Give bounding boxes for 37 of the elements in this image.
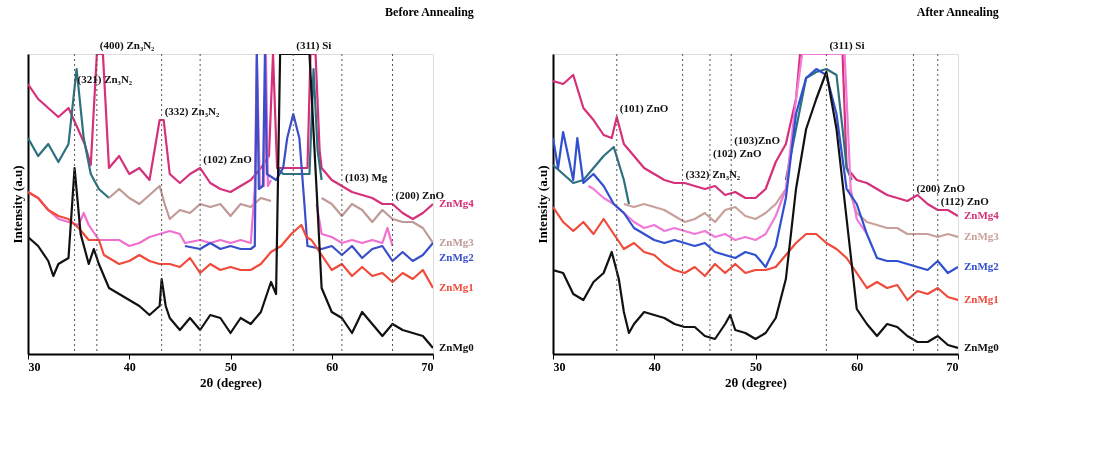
- x-tick-label: 40: [123, 359, 136, 374]
- ref-line-label: (400) Zn₃N₂: [99, 39, 156, 52]
- y-axis-title: Intensity (a.u): [9, 165, 25, 244]
- ref-line-label: (102) ZnO: [712, 146, 762, 160]
- x-axis-title: 2θ (degree): [725, 374, 787, 390]
- x-tick-label: 40: [648, 359, 661, 374]
- x-tick-label: 50: [225, 359, 237, 374]
- x-tick-label: 30: [28, 359, 41, 374]
- x-tick-label: 70: [946, 359, 959, 374]
- series-label: ZnMg0: [439, 341, 475, 353]
- series-label: ZnMg0: [964, 341, 1000, 353]
- series-label: ZnMg1: [439, 281, 474, 293]
- ref-line-label: (311) Si: [296, 39, 332, 52]
- chart-title: Before Annealing: [385, 5, 474, 19]
- series-label: ZnMg3: [439, 236, 475, 248]
- ref-line-label: (112) ZnO: [940, 195, 990, 208]
- ref-line-label: (101) ZnO: [619, 102, 669, 115]
- x-tick-label: 30: [553, 359, 566, 374]
- ref-line-label: (102) ZnO: [203, 153, 253, 166]
- series-label: ZnMg4: [964, 209, 1000, 221]
- series-label: ZnMg3: [964, 230, 1000, 242]
- ref-line-label: (311) Si: [829, 39, 865, 52]
- series-label: ZnMg2: [964, 260, 1000, 272]
- x-tick-label: 50: [750, 359, 762, 374]
- x-tick-label: 70: [421, 359, 434, 374]
- ref-line-label: (103) Mg: [344, 171, 388, 184]
- y-axis-title: Intensity (a.u): [534, 165, 550, 244]
- ref-line-label: (332) Zn₃N₂: [164, 105, 220, 118]
- chart-title: After Annealing: [916, 5, 999, 19]
- series-label: ZnMg2: [439, 251, 475, 263]
- ref-line-label: (200) ZnO: [916, 182, 966, 196]
- x-axis-title: 2θ (degree): [200, 374, 262, 390]
- ref-line-label: (332) Zn₃N₂: [685, 168, 741, 181]
- x-tick-label: 60: [326, 359, 339, 374]
- series-label: ZnMg1: [964, 293, 999, 305]
- x-tick-label: 60: [851, 359, 864, 374]
- ref-line-label: (103)ZnO: [734, 134, 781, 148]
